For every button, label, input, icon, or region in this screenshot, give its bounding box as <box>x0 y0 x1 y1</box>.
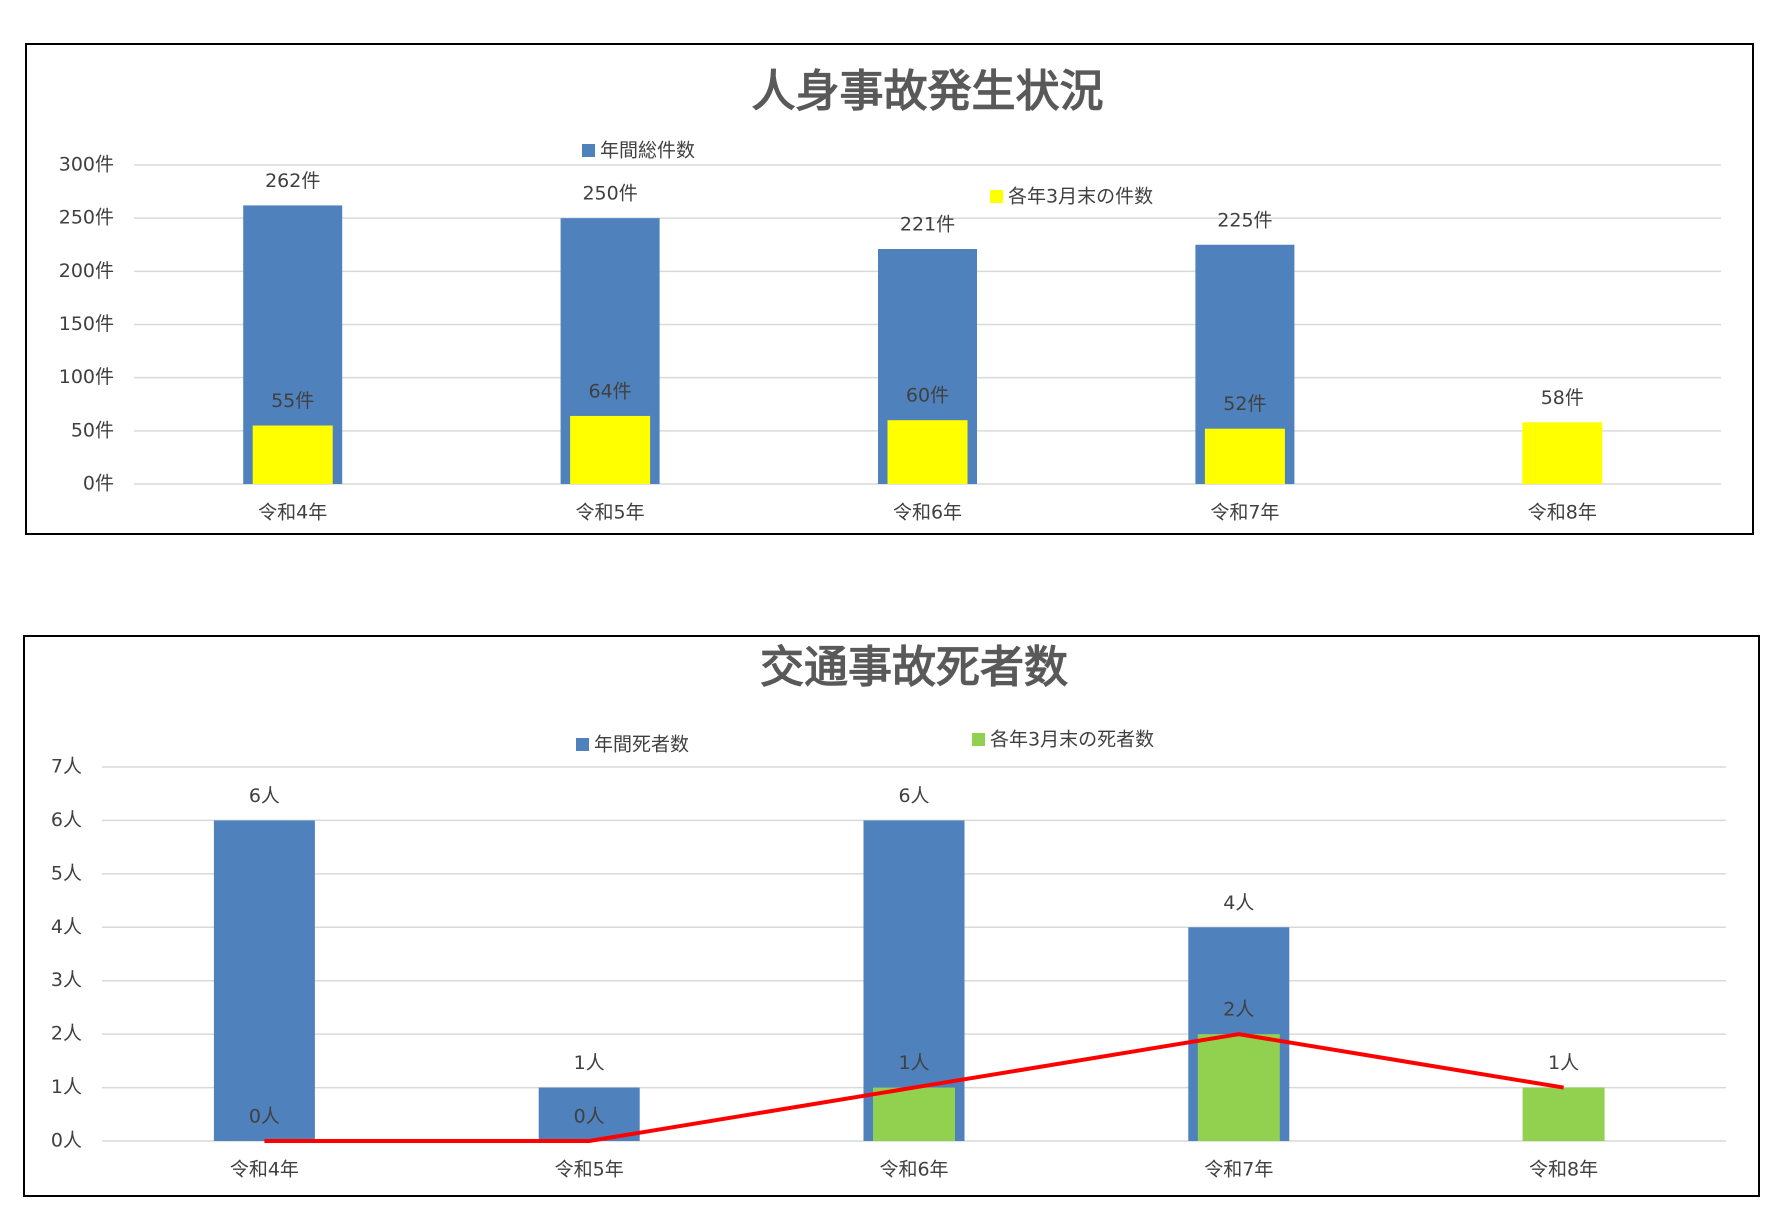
data-label: 64件 <box>589 380 632 402</box>
data-label: 225件 <box>1217 209 1272 231</box>
bar <box>570 415 651 484</box>
legend-swatch <box>972 733 985 746</box>
y-tick-label: 100件 <box>59 366 114 388</box>
y-tick-label: 50件 <box>71 419 114 441</box>
y-tick-label: 5人 <box>51 862 82 884</box>
y-tick-label: 300件 <box>59 154 114 176</box>
data-label: 6人 <box>898 785 929 807</box>
bar <box>1197 1034 1280 1141</box>
data-label: 1人 <box>898 1052 929 1074</box>
data-label: 2人 <box>1223 999 1254 1021</box>
x-tick-label: 令和5年 <box>555 1159 624 1181</box>
data-label: 0人 <box>249 1106 280 1128</box>
y-tick-label: 150件 <box>59 313 114 335</box>
data-label: 0人 <box>574 1106 605 1128</box>
data-label: 6人 <box>249 785 280 807</box>
data-label: 60件 <box>906 385 949 407</box>
bar <box>1204 428 1285 484</box>
y-tick-label: 6人 <box>51 809 82 831</box>
x-tick-label: 令和7年 <box>1210 502 1279 524</box>
bar <box>213 820 315 1141</box>
bar <box>873 1087 955 1141</box>
bar <box>252 425 333 484</box>
bar <box>1522 422 1603 484</box>
legend-swatch <box>582 144 595 157</box>
line <box>264 1032 1564 1143</box>
x-tick-label: 令和8年 <box>1529 1159 1598 1181</box>
data-label: 58件 <box>1541 387 1584 409</box>
y-tick-label: 0件 <box>83 473 114 495</box>
x-tick-label: 令和5年 <box>576 502 645 524</box>
y-tick-label: 3人 <box>51 969 82 991</box>
data-label: 1人 <box>574 1052 605 1074</box>
data-label: 250件 <box>582 183 637 205</box>
y-tick-label: 250件 <box>59 207 114 229</box>
x-tick-label: 令和6年 <box>893 502 962 524</box>
chart-frame <box>23 635 1760 1197</box>
data-label: 55件 <box>271 390 314 412</box>
legend-swatch <box>576 738 589 751</box>
legend-label: 年間総件数 <box>600 140 695 162</box>
x-tick-label: 令和8年 <box>1528 502 1597 524</box>
y-tick-label: 0人 <box>51 1130 82 1152</box>
y-tick-label: 2人 <box>51 1023 82 1045</box>
y-tick-label: 4人 <box>51 916 82 938</box>
legend-label: 年間死者数 <box>594 734 689 756</box>
chart-title: 交通事故死者数 <box>760 642 1068 693</box>
y-tick-label: 7人 <box>51 756 82 778</box>
data-label: 221件 <box>900 214 955 236</box>
bar <box>887 420 968 484</box>
bar <box>1522 1087 1605 1141</box>
data-label: 1人 <box>1548 1052 1579 1074</box>
x-tick-label: 令和6年 <box>879 1159 948 1181</box>
data-label: 4人 <box>1223 892 1254 914</box>
y-tick-label: 200件 <box>59 260 114 282</box>
legend-label: 各年3月末の死者数 <box>990 729 1154 751</box>
chart-title: 人身事故発生状況 <box>752 66 1104 117</box>
bar <box>538 1087 640 1141</box>
data-label: 52件 <box>1223 393 1266 415</box>
data-label: 262件 <box>265 170 320 192</box>
legend-label: 各年3月末の件数 <box>1008 186 1153 208</box>
x-tick-label: 令和4年 <box>230 1159 299 1181</box>
x-tick-label: 令和4年 <box>258 502 327 524</box>
legend-swatch <box>990 190 1003 203</box>
x-tick-label: 令和7年 <box>1204 1159 1273 1181</box>
chart-frame <box>25 43 1754 535</box>
y-tick-label: 1人 <box>51 1076 82 1098</box>
